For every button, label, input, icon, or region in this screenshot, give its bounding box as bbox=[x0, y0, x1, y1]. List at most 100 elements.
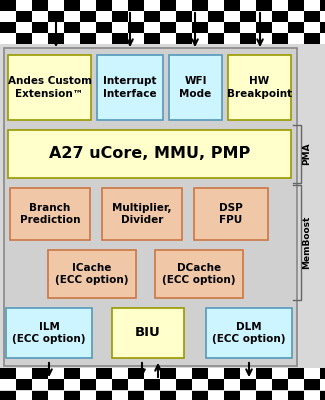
Text: DSP
FPU: DSP FPU bbox=[219, 203, 243, 225]
Bar bbox=[64, 0, 80, 11]
Bar bbox=[272, 22, 288, 33]
Bar bbox=[64, 11, 80, 22]
Bar bbox=[80, 379, 96, 390]
Bar bbox=[48, 33, 64, 44]
Bar bbox=[192, 391, 208, 400]
Bar bbox=[160, 391, 176, 400]
Bar bbox=[320, 0, 325, 11]
Bar bbox=[288, 379, 304, 390]
Bar bbox=[272, 391, 288, 400]
Bar bbox=[256, 379, 272, 390]
Bar bbox=[272, 33, 288, 44]
Bar bbox=[320, 391, 325, 400]
Bar bbox=[80, 33, 96, 44]
Bar bbox=[272, 368, 288, 379]
Text: HW
Breakpoint: HW Breakpoint bbox=[227, 76, 292, 99]
Bar bbox=[176, 391, 192, 400]
Bar bbox=[96, 33, 112, 44]
Text: Branch
Prediction: Branch Prediction bbox=[20, 203, 80, 225]
Bar bbox=[64, 22, 80, 33]
Bar bbox=[208, 22, 224, 33]
FancyBboxPatch shape bbox=[169, 55, 222, 120]
Bar bbox=[304, 33, 320, 44]
Bar bbox=[192, 0, 208, 11]
Bar bbox=[32, 33, 48, 44]
Bar bbox=[240, 368, 256, 379]
Bar bbox=[208, 33, 224, 44]
Bar bbox=[160, 33, 176, 44]
Text: MemBoost: MemBoost bbox=[303, 215, 311, 269]
Bar bbox=[16, 22, 32, 33]
Text: ILM
(ECC option): ILM (ECC option) bbox=[12, 322, 86, 344]
Bar bbox=[256, 22, 272, 33]
Text: DCache
(ECC option): DCache (ECC option) bbox=[162, 263, 236, 285]
Bar bbox=[32, 0, 48, 11]
Text: Andes Custom
Extension™: Andes Custom Extension™ bbox=[7, 76, 92, 99]
Bar bbox=[128, 379, 144, 390]
Bar bbox=[288, 11, 304, 22]
Bar bbox=[144, 368, 160, 379]
Bar bbox=[128, 33, 144, 44]
Bar bbox=[80, 391, 96, 400]
FancyBboxPatch shape bbox=[102, 188, 182, 240]
Bar bbox=[16, 391, 32, 400]
Bar bbox=[288, 368, 304, 379]
Bar bbox=[320, 11, 325, 22]
Bar bbox=[16, 379, 32, 390]
Bar bbox=[320, 379, 325, 390]
Bar bbox=[96, 391, 112, 400]
Bar bbox=[208, 0, 224, 11]
Bar bbox=[32, 11, 48, 22]
Bar bbox=[112, 33, 128, 44]
Bar bbox=[224, 379, 240, 390]
FancyBboxPatch shape bbox=[97, 55, 163, 120]
Bar bbox=[256, 33, 272, 44]
Bar bbox=[176, 379, 192, 390]
Bar bbox=[48, 379, 64, 390]
Bar bbox=[272, 379, 288, 390]
Bar bbox=[208, 11, 224, 22]
Bar bbox=[48, 0, 64, 11]
Bar bbox=[256, 11, 272, 22]
Bar bbox=[272, 11, 288, 22]
Bar bbox=[128, 11, 144, 22]
Bar bbox=[144, 0, 160, 11]
Bar bbox=[48, 11, 64, 22]
Bar bbox=[112, 22, 128, 33]
FancyBboxPatch shape bbox=[10, 188, 90, 240]
Bar bbox=[16, 368, 32, 379]
Bar bbox=[112, 379, 128, 390]
Bar bbox=[192, 368, 208, 379]
Bar bbox=[96, 22, 112, 33]
Bar bbox=[80, 11, 96, 22]
Bar bbox=[240, 33, 256, 44]
Bar bbox=[128, 22, 144, 33]
Bar bbox=[208, 368, 224, 379]
Bar bbox=[32, 379, 48, 390]
Bar bbox=[80, 0, 96, 11]
Bar bbox=[64, 33, 80, 44]
Bar bbox=[240, 391, 256, 400]
Bar bbox=[304, 391, 320, 400]
FancyBboxPatch shape bbox=[48, 250, 136, 298]
Bar bbox=[64, 391, 80, 400]
Bar bbox=[96, 11, 112, 22]
Bar bbox=[160, 22, 176, 33]
Bar bbox=[96, 379, 112, 390]
Bar bbox=[144, 391, 160, 400]
Bar bbox=[288, 33, 304, 44]
Bar bbox=[256, 0, 272, 11]
Bar bbox=[144, 33, 160, 44]
Bar bbox=[0, 11, 16, 22]
Bar bbox=[240, 379, 256, 390]
Bar bbox=[208, 379, 224, 390]
Bar bbox=[224, 11, 240, 22]
Text: BIU: BIU bbox=[135, 326, 161, 340]
Text: PMA: PMA bbox=[303, 143, 311, 165]
Bar bbox=[32, 391, 48, 400]
Bar bbox=[80, 22, 96, 33]
Bar bbox=[48, 368, 64, 379]
Bar bbox=[4, 48, 297, 366]
Bar bbox=[160, 379, 176, 390]
Bar bbox=[224, 368, 240, 379]
